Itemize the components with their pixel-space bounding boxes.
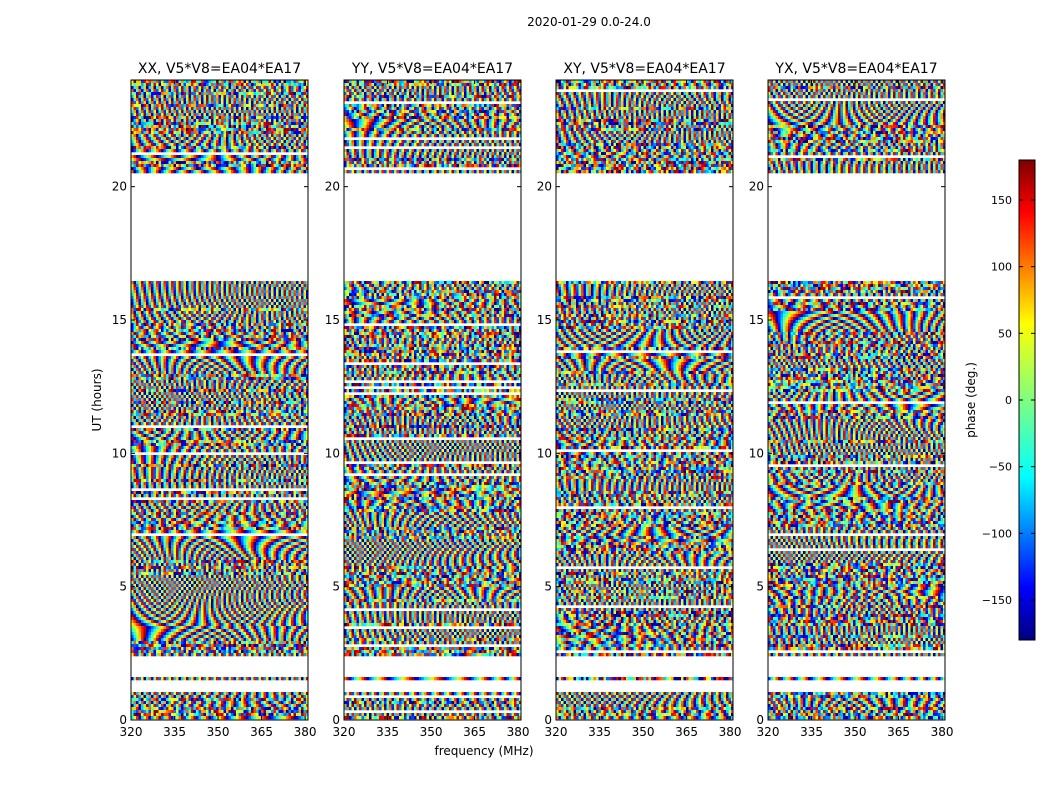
panel-yx: YX, V5*V8=EA04*EA17 320 335 350 365 380 0 5 10 15… [749, 61, 954, 739]
y-tick-label: 20 [537, 180, 552, 194]
y-tick-label: 15 [749, 313, 764, 327]
y-tick-label: 20 [112, 180, 127, 194]
y-tick-label: 5 [119, 580, 127, 594]
x-tick-label: 350 [632, 725, 655, 739]
phase-heatmap [131, 80, 309, 720]
y-tick-label: 15 [325, 313, 340, 327]
x-tick-label: 380 [294, 725, 317, 739]
panel-title: XX, V5*V8=EA04*EA17 [138, 61, 301, 77]
x-tick-label: 380 [507, 725, 530, 739]
panel-title: YX, V5*V8=EA04*EA17 [774, 61, 937, 77]
colorbar-tick-label: −150 [982, 594, 1012, 607]
x-tick-label: 365 [463, 725, 486, 739]
y-tick-label: 10 [325, 446, 340, 460]
x-tick-label: 350 [844, 725, 867, 739]
colorbar-tick-label: −100 [982, 527, 1012, 540]
y-tick-label: 5 [756, 580, 764, 594]
x-tick-label: 335 [163, 725, 186, 739]
x-tick-label: 320 [545, 725, 568, 739]
x-tick-label: 335 [376, 725, 399, 739]
y-tick-label: 20 [325, 180, 340, 194]
panel-title: XY, V5*V8=EA04*EA17 [563, 61, 725, 77]
colorbar-tick-label: −50 [989, 461, 1012, 474]
colorbar-tick-label: 150 [991, 194, 1012, 207]
y-tick-label: 10 [112, 446, 127, 460]
y-tick-label: 15 [112, 313, 127, 327]
x-tick-label: 335 [800, 725, 823, 739]
phase-heatmap [556, 80, 734, 720]
panel-title: YY, V5*V8=EA04*EA17 [351, 61, 513, 77]
x-axis-label: frequency (MHz) [434, 744, 533, 758]
phase-heatmap [344, 80, 522, 720]
x-tick-label: 320 [333, 725, 356, 739]
y-tick-label: 0 [332, 713, 340, 727]
panel-xx: XX, V5*V8=EA04*EA17 320 335 350 365 380 0 5 10 15… [112, 61, 317, 739]
phase-heatmap [768, 80, 946, 720]
colorbar-tick-label: 0 [1005, 394, 1012, 407]
x-tick-label: 350 [207, 725, 230, 739]
y-axis-label: UT (hours) [90, 368, 104, 431]
y-tick-label: 10 [749, 446, 764, 460]
y-tick-label: 0 [544, 713, 552, 727]
x-tick-label: 380 [719, 725, 742, 739]
y-tick-label: 10 [537, 446, 552, 460]
y-tick-label: 0 [756, 713, 764, 727]
colorbar-tick-label: 50 [998, 327, 1012, 340]
y-tick-label: 20 [749, 180, 764, 194]
panel-xy: XY, V5*V8=EA04*EA17 320 335 350 365 380 0 5 10 15… [537, 61, 742, 739]
x-tick-label: 365 [675, 725, 698, 739]
x-tick-label: 365 [887, 725, 910, 739]
y-tick-label: 5 [544, 580, 552, 594]
colorbar-label: phase (deg.) [964, 362, 978, 438]
x-tick-label: 365 [250, 725, 273, 739]
x-tick-label: 335 [588, 725, 611, 739]
x-tick-label: 320 [757, 725, 780, 739]
y-tick-label: 0 [119, 713, 127, 727]
y-tick-label: 5 [332, 580, 340, 594]
x-tick-label: 320 [120, 725, 143, 739]
colorbar-tick-label: 100 [991, 261, 1012, 274]
figure-suptitle: 2020-01-29 0.0-24.0 [527, 15, 651, 29]
panel-yy: YY, V5*V8=EA04*EA17 320 335 350 365 380 0 5 10 15… [325, 61, 530, 739]
x-tick-label: 350 [420, 725, 443, 739]
x-tick-label: 380 [931, 725, 954, 739]
colorbar: −150 −100 −50 0 50 100 150 phase (deg.) [964, 160, 1035, 640]
y-tick-label: 15 [537, 313, 552, 327]
